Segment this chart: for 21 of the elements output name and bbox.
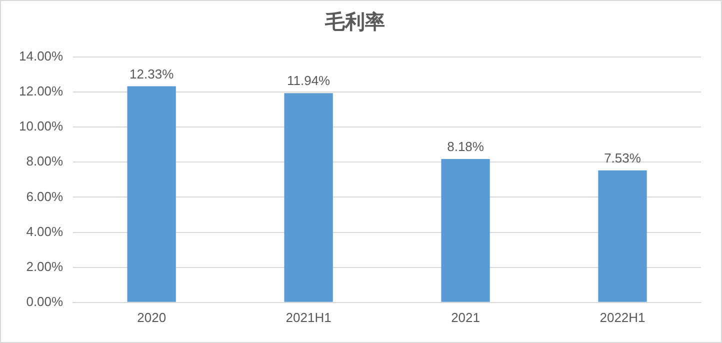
y-tick-label: 12.00% (18, 84, 64, 99)
bar (127, 86, 176, 302)
x-tick-label: 2022H1 (600, 310, 646, 325)
y-tick-label: 14.00% (18, 48, 64, 64)
data-label: 8.18% (447, 139, 484, 154)
x-tick-label: 2021 (451, 310, 480, 325)
bar (598, 170, 647, 302)
data-label: 7.53% (604, 150, 642, 166)
y-tick-label: 2.00% (26, 258, 64, 274)
y-tick-label: 0.00% (26, 294, 64, 309)
y-tick-label: 4.00% (26, 224, 64, 239)
data-label: 12.33% (130, 66, 174, 82)
x-tick-label: 2020 (137, 310, 166, 325)
x-tick-label: 2021H1 (286, 310, 332, 325)
bar (284, 93, 333, 302)
y-tick-label: 8.00% (26, 154, 64, 169)
y-tick-label: 6.00% (26, 188, 64, 204)
bar (441, 159, 490, 302)
chart-title: 毛利率 (324, 10, 385, 34)
y-tick-label: 10.00% (18, 118, 64, 134)
data-label: 11.94% (286, 73, 331, 88)
